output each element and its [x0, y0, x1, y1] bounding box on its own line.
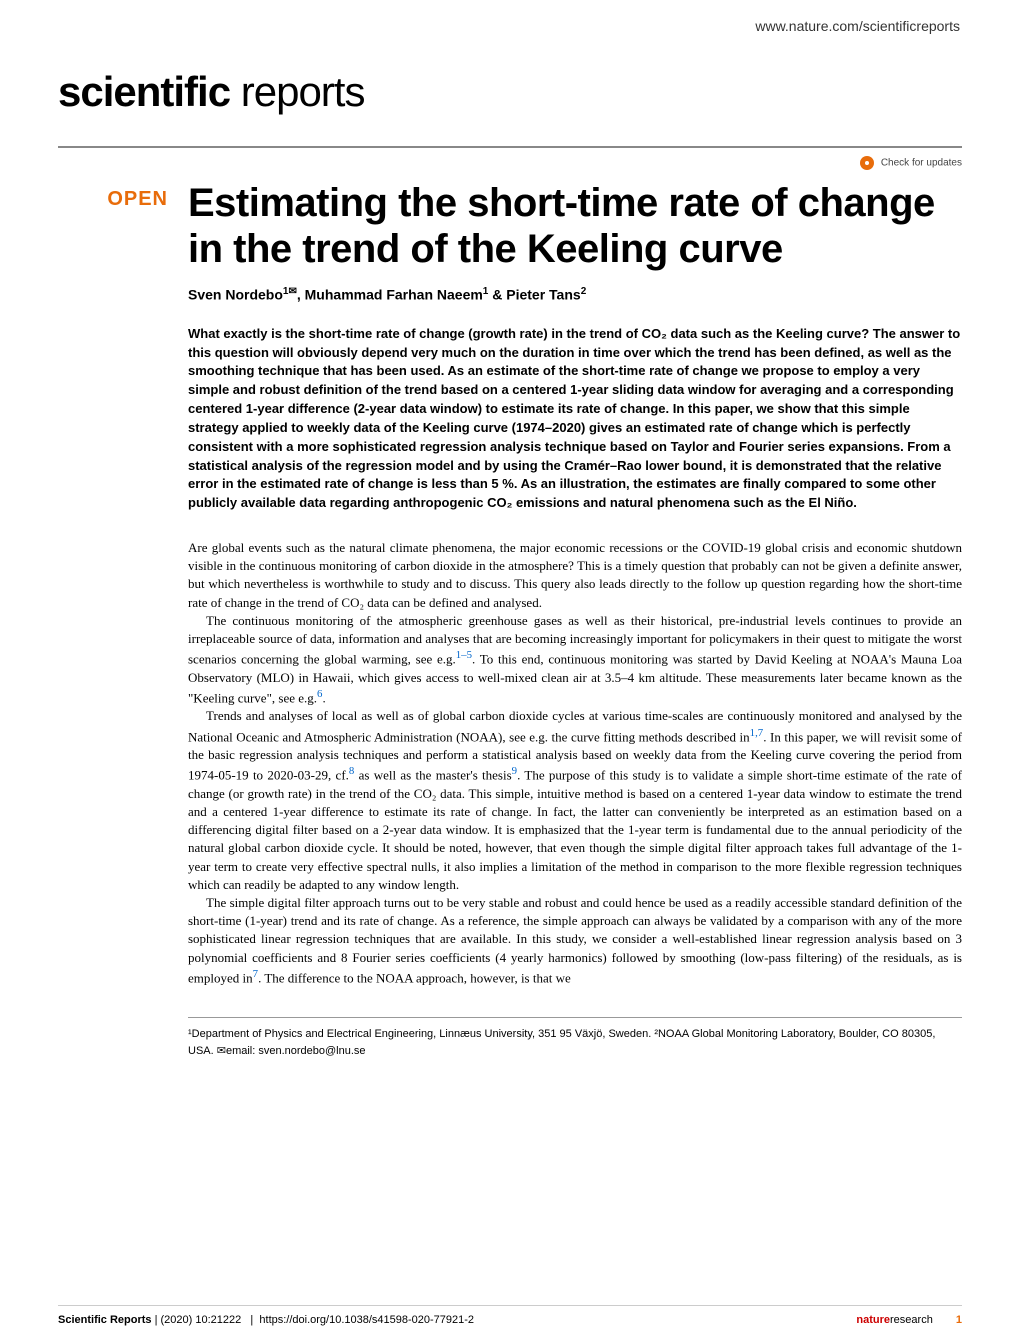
paragraph-1: Are global events such as the natural cl…: [188, 539, 962, 612]
article-title: Estimating the short-time rate of change…: [188, 180, 962, 272]
journal-logo: scientific reports: [0, 34, 1020, 116]
p3-text-d: . The purpose of this study is to valida…: [188, 768, 962, 892]
abstract: What exactly is the short-time rate of c…: [188, 325, 962, 513]
p3-text-c: as well as the master's thesis: [354, 768, 511, 783]
paragraph-3: Trends and analyses of local as well as …: [188, 707, 962, 894]
affiliations: ¹Department of Physics and Electrical En…: [0, 1018, 1020, 1059]
paragraph-4: The simple digital filter approach turns…: [188, 894, 962, 987]
check-updates-icon: [860, 156, 874, 170]
footer-left: Scientific Reports | (2020) 10:21222 | h…: [58, 1314, 474, 1326]
body-text: Are global events such as the natural cl…: [188, 539, 962, 987]
header-url: www.nature.com/scientificreports: [0, 0, 1020, 34]
check-updates-button[interactable]: Check for updates: [0, 148, 1020, 170]
footer-doi[interactable]: https://doi.org/10.1038/s41598-020-77921…: [259, 1314, 474, 1326]
footer: Scientific Reports | (2020) 10:21222 | h…: [0, 1314, 1020, 1326]
footer-journal: Scientific Reports: [58, 1314, 152, 1326]
ref-link[interactable]: 1,7: [750, 727, 764, 739]
page-number: 1: [956, 1314, 962, 1326]
footer-citation: (2020) 10:21222: [161, 1314, 242, 1326]
paragraph-2: The continuous monitoring of the atmosph…: [188, 612, 962, 708]
ref-link[interactable]: 1–5: [456, 649, 472, 661]
check-updates-label: Check for updates: [881, 158, 962, 169]
footer-right: natureresearch 1: [856, 1314, 962, 1326]
publisher-bold: nature: [856, 1314, 890, 1326]
authors: Sven Nordebo1✉, Muhammad Farhan Naeem1 &…: [188, 286, 962, 303]
footer-divider: [58, 1305, 962, 1306]
p2-text-c: .: [322, 690, 325, 705]
p4-text-b: . The difference to the NOAA approach, h…: [258, 970, 571, 985]
journal-name-light: reports: [230, 68, 364, 115]
journal-name-bold: scientific: [58, 68, 230, 115]
open-access-badge: OPEN: [58, 180, 168, 211]
publisher-rest: research: [890, 1314, 933, 1326]
